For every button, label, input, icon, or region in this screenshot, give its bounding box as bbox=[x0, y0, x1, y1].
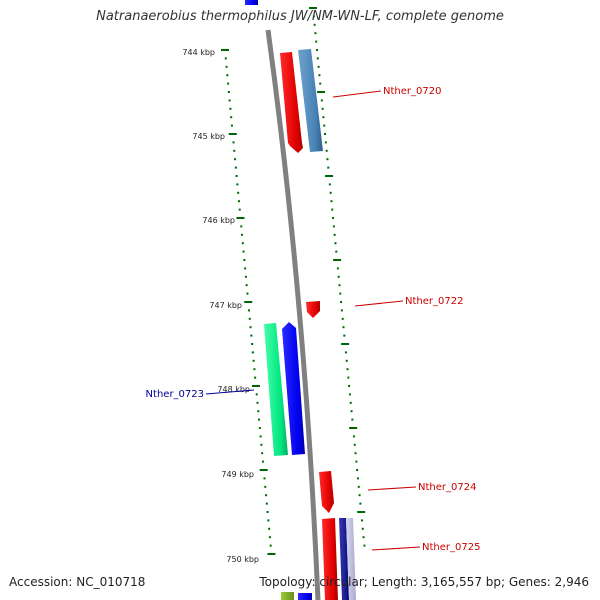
gene-label-0722[interactable]: Nther_0722 bbox=[405, 296, 463, 307]
tick-label-745: 745 kbp bbox=[192, 132, 225, 141]
gene-feature-red-1[interactable] bbox=[280, 52, 303, 153]
ruler-ticks-right bbox=[309, 7, 366, 547]
gene-label-0724[interactable]: Nther_0724 bbox=[418, 482, 476, 493]
gene-feature-partial-top[interactable] bbox=[245, 0, 258, 5]
tick-label-747: 747 kbp bbox=[209, 301, 242, 310]
tick-label-744: 744 kbp bbox=[182, 48, 215, 57]
tick-label-750: 750 kbp bbox=[226, 555, 259, 564]
map-title: Natranaerobius thermophilus JW/NM-WN-LF,… bbox=[96, 9, 504, 24]
gene-labels: Nther_0720 Nther_0722 Nther_0723 Nther_0… bbox=[146, 86, 481, 553]
ruler-labels: 744 kbp 745 kbp 746 kbp 747 kbp 748 kbp … bbox=[182, 48, 259, 564]
gene-feature-lavender[interactable] bbox=[346, 518, 356, 600]
gene-feature-steel[interactable] bbox=[298, 49, 323, 152]
tick-label-748: 748 kbp bbox=[217, 385, 250, 394]
gene-feature-red-3[interactable] bbox=[319, 471, 334, 513]
gene-feature-blue[interactable] bbox=[282, 322, 305, 455]
gene-feature-navy[interactable] bbox=[339, 518, 349, 600]
ruler-ticks-left bbox=[221, 49, 276, 555]
gene-features bbox=[245, 0, 356, 600]
gene-feature-red-4[interactable] bbox=[322, 518, 338, 600]
gene-feature-olive-bottom[interactable] bbox=[281, 592, 294, 600]
topology-text: Topology: circular; Length: 3,165,557 bp… bbox=[259, 575, 589, 589]
genome-backbone bbox=[265, 29, 321, 600]
gene-feature-green[interactable] bbox=[264, 323, 288, 456]
gene-feature-red-2[interactable] bbox=[306, 301, 320, 318]
leader-0725 bbox=[371, 546, 421, 551]
gene-label-0720[interactable]: Nther_0720 bbox=[383, 86, 441, 97]
tick-label-749: 749 kbp bbox=[221, 470, 254, 479]
leader-0723 bbox=[205, 389, 255, 395]
tick-label-746: 746 kbp bbox=[202, 216, 235, 225]
gene-feature-blue-bottom[interactable] bbox=[298, 593, 312, 600]
leader-0720 bbox=[332, 90, 382, 98]
gene-label-0725[interactable]: Nther_0725 bbox=[422, 542, 480, 553]
gene-label-0723[interactable]: Nther_0723 bbox=[146, 389, 204, 400]
accession-text: Accession: NC_010718 bbox=[9, 575, 146, 589]
gene-leaders bbox=[205, 90, 421, 551]
leader-0724 bbox=[367, 486, 417, 491]
leader-0722 bbox=[354, 300, 404, 307]
